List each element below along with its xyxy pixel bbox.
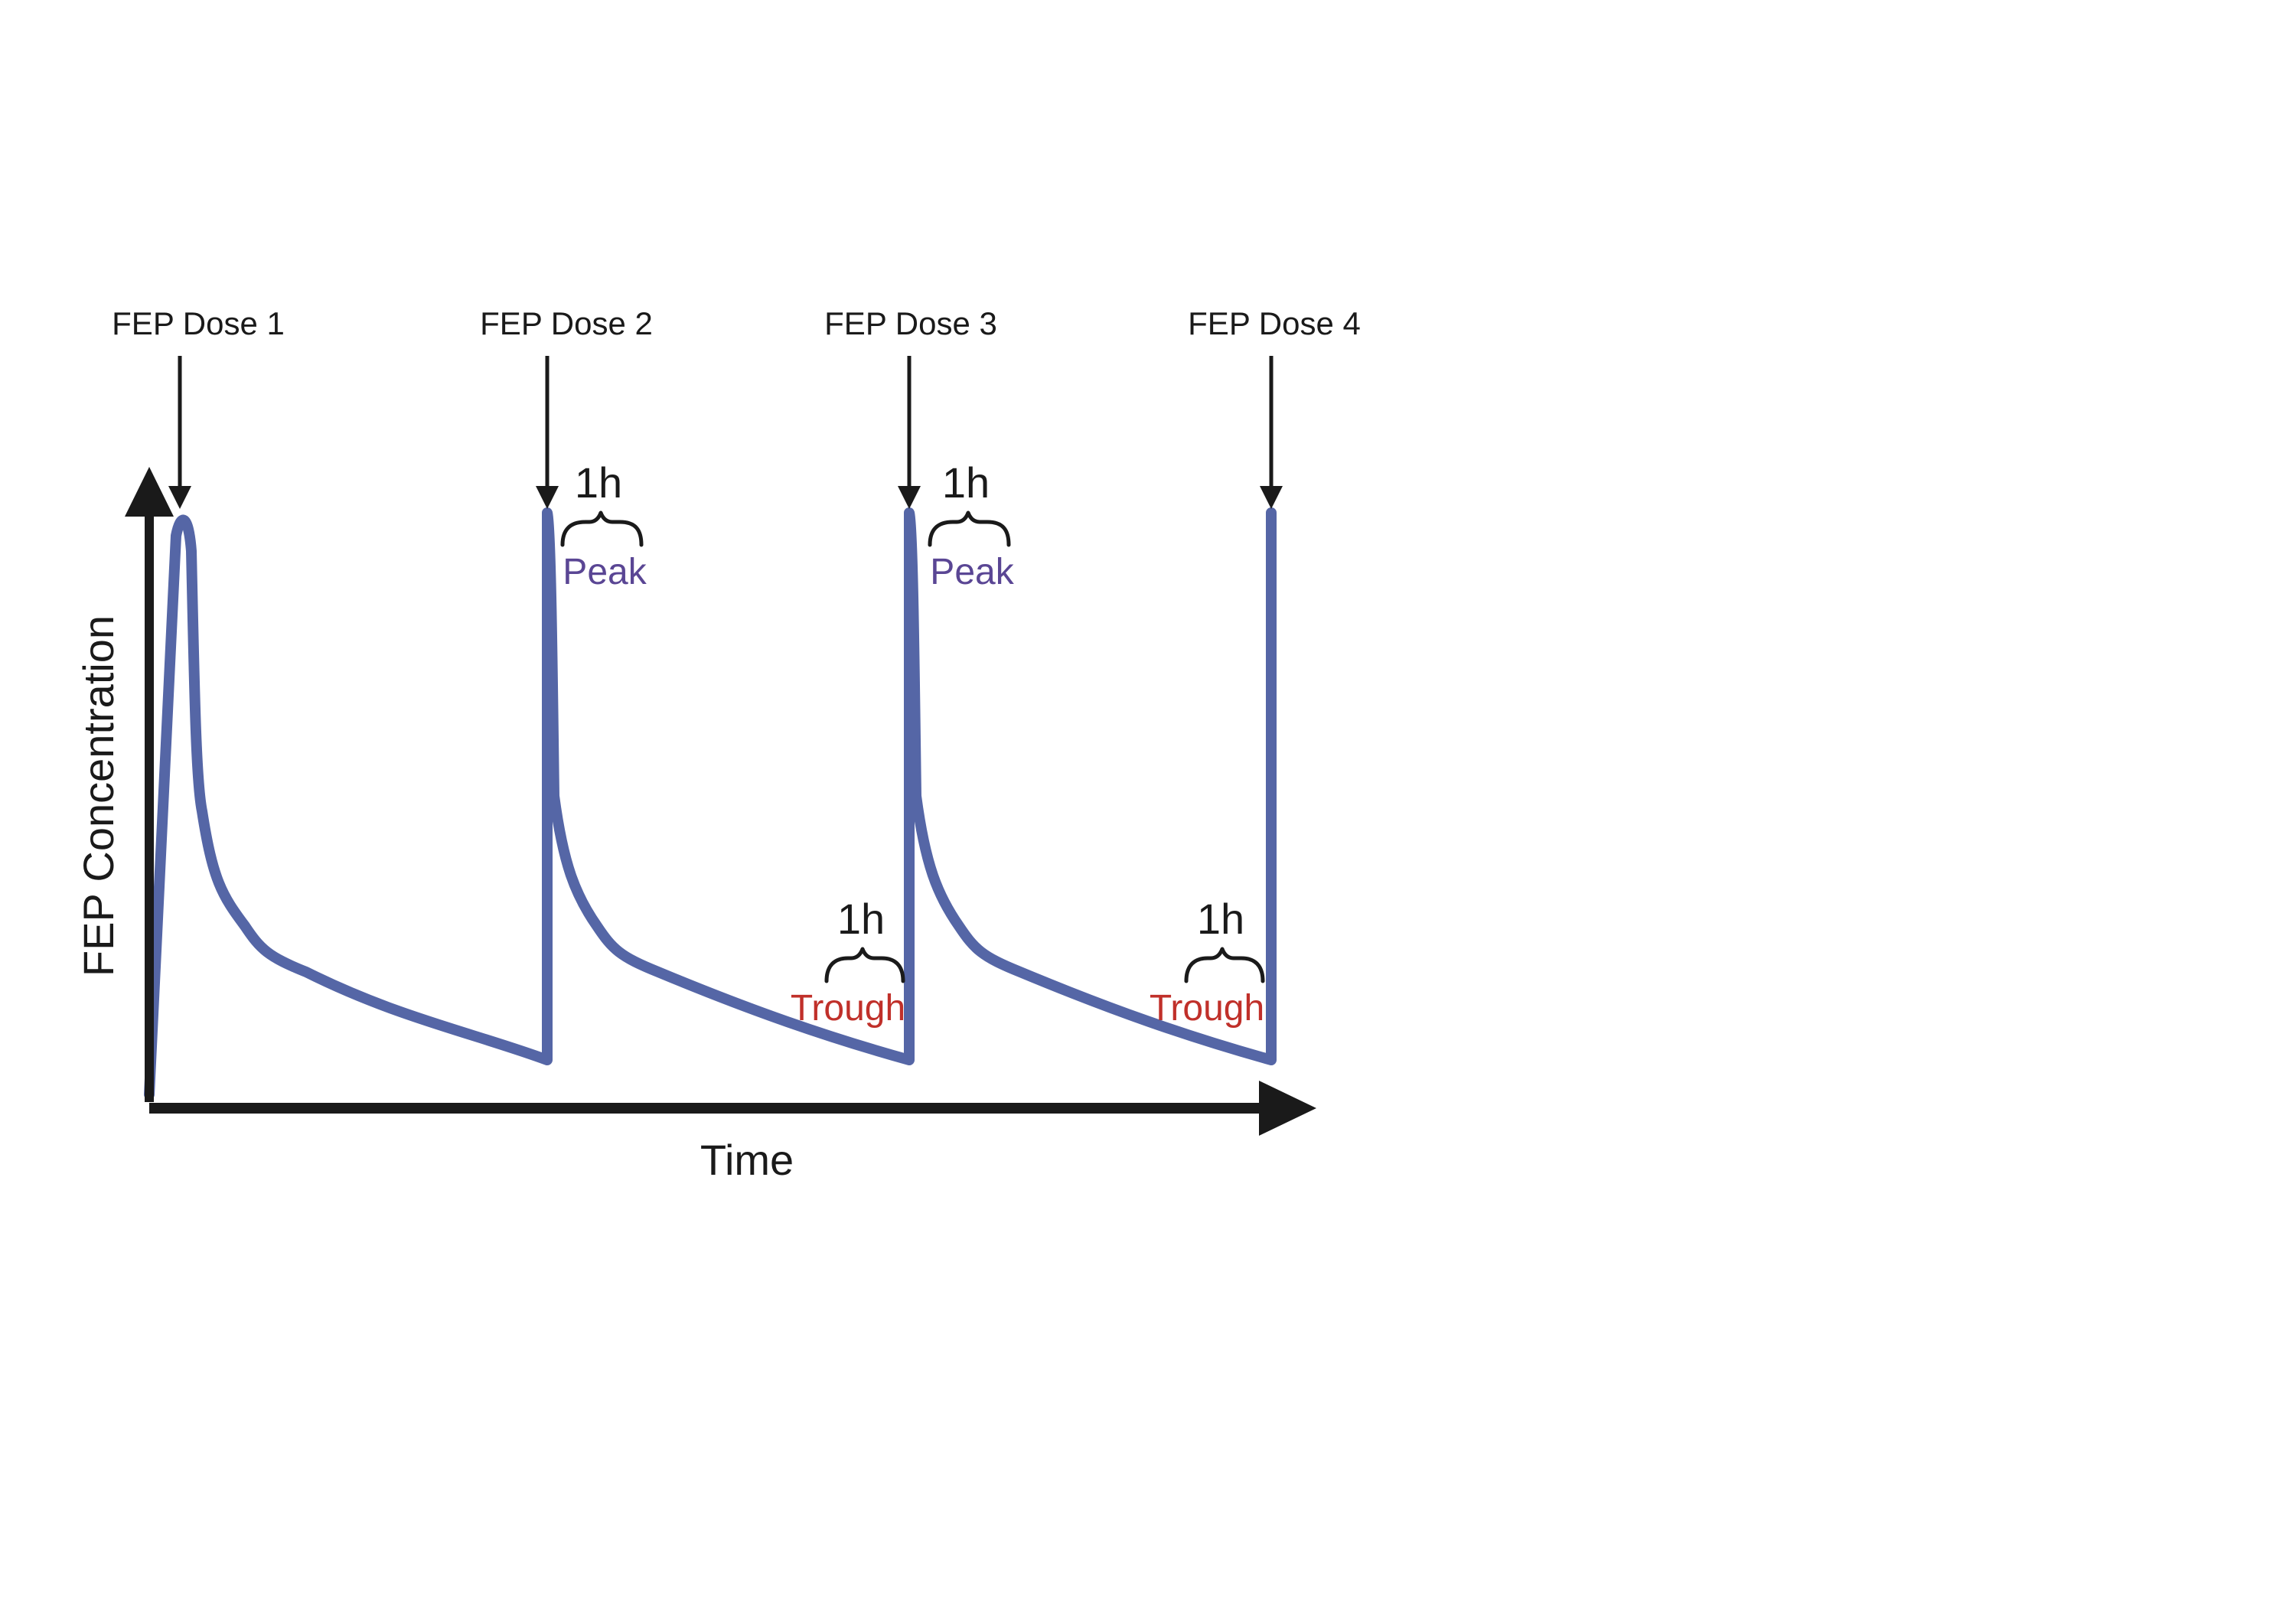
y-axis: [125, 467, 174, 1102]
peak-annotation-1: 1h Peak: [560, 458, 647, 592]
y-axis-arrowhead: [125, 467, 174, 517]
trough-annotation-1: 1h Trough: [791, 895, 905, 1029]
dose-4: FEP Dose 4: [1188, 305, 1361, 509]
peak-1-label: Peak: [563, 552, 647, 592]
dose-2-arrowhead: [536, 486, 559, 509]
x-axis-arrowhead: [1259, 1081, 1316, 1136]
dose-1: FEP Dose 1: [112, 305, 285, 509]
trough-annotation-2: 1h Trough: [1150, 895, 1265, 1029]
y-axis-label: FEP Concentration: [74, 615, 122, 977]
peak-2-brace: [928, 510, 1011, 547]
trough-1-brace: [824, 947, 905, 983]
dose-3-arrowhead: [898, 486, 921, 509]
dose-2-label: FEP Dose 2: [480, 305, 653, 341]
peak-annotation-2: 1h Peak: [928, 458, 1015, 592]
peak-2-interval: 1h: [942, 458, 990, 507]
dose-1-arrowhead: [168, 486, 191, 509]
trough-2-interval: 1h: [1197, 895, 1244, 943]
x-axis-label: Time: [700, 1136, 794, 1184]
trough-1-label: Trough: [791, 988, 905, 1029]
dose-4-label: FEP Dose 4: [1188, 305, 1361, 341]
concentration-curve: [144, 507, 1277, 1100]
dose-1-label: FEP Dose 1: [112, 305, 285, 341]
dose-2: FEP Dose 2: [480, 305, 653, 509]
trough-2-label: Trough: [1150, 988, 1264, 1029]
dose-3: FEP Dose 3: [824, 305, 997, 509]
dose-3-label: FEP Dose 3: [824, 305, 997, 341]
x-axis: [149, 1081, 1316, 1136]
peak-2-label: Peak: [930, 552, 1014, 592]
peak-1-interval: 1h: [575, 458, 622, 507]
peak-1-brace: [560, 510, 644, 547]
trough-2-brace: [1184, 947, 1265, 983]
trough-1-interval: 1h: [837, 895, 885, 943]
dose-4-arrowhead: [1260, 486, 1283, 509]
